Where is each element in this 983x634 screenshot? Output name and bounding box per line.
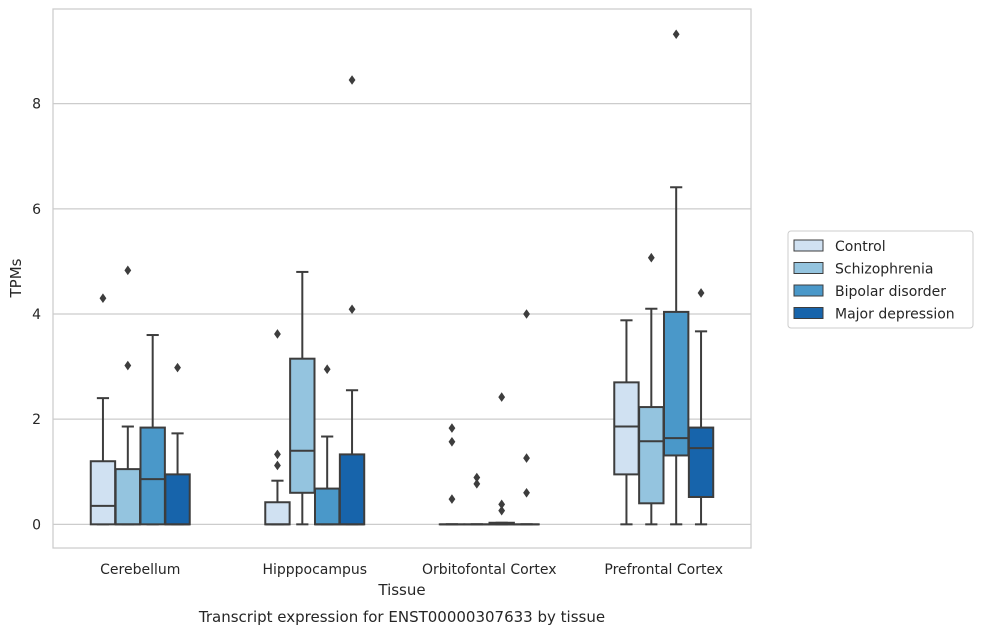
legend-frame xyxy=(787,230,974,329)
flier-0-1-1 xyxy=(124,265,132,276)
box-2-1 xyxy=(463,472,491,526)
legend-label-1: Schizophrenia xyxy=(835,262,933,278)
box-body-0-0 xyxy=(89,460,117,526)
legend-swatch-1 xyxy=(793,262,824,274)
box-body-0-3 xyxy=(164,473,191,526)
box-body-1-1 xyxy=(289,357,316,494)
flier-2-2-0 xyxy=(498,505,506,516)
flier-2-1-0 xyxy=(473,479,481,489)
flier-3-3-0 xyxy=(697,288,705,298)
box-0-0 xyxy=(89,293,117,526)
box-0-3 xyxy=(164,362,191,526)
flier-2-0-1 xyxy=(448,436,456,447)
flier-0-1-0 xyxy=(124,360,132,371)
legend-swatch-3 xyxy=(793,307,824,319)
box-1-2 xyxy=(313,364,341,526)
x-tick-label-2: Orbitofontal Cortex xyxy=(422,562,557,578)
y-tick-label-3: 6 xyxy=(32,202,41,218)
x-tick-label-1: Hipppocampus xyxy=(262,562,367,578)
box-2-0 xyxy=(438,423,466,526)
box-3-2 xyxy=(662,29,690,526)
box-body-3-2 xyxy=(662,310,690,457)
y-tick-label-0: 0 xyxy=(32,517,41,533)
flier-2-2-1 xyxy=(498,499,506,510)
flier-1-2-0 xyxy=(323,364,331,375)
legend-label-3: Major depression xyxy=(835,307,955,323)
legend-swatch-0 xyxy=(793,239,824,252)
flier-1-0-1 xyxy=(274,449,281,460)
box-2-2 xyxy=(488,392,515,526)
flier-3-2-0 xyxy=(672,29,680,40)
flier-2-0-2 xyxy=(448,423,456,433)
box-body-1-2 xyxy=(313,487,341,526)
y-axis-label: TPMs xyxy=(7,258,25,298)
box-body-1-0 xyxy=(264,501,291,526)
flier-0-3-0 xyxy=(174,362,181,373)
box-3-3 xyxy=(687,288,715,526)
flier-2-2-2 xyxy=(498,392,506,402)
box-1-0 xyxy=(264,329,291,526)
box-0-1 xyxy=(114,265,142,526)
box-0-2 xyxy=(139,334,166,526)
flier-3-1-0 xyxy=(647,252,655,263)
box-1-1 xyxy=(289,270,316,526)
x-tick-label-3: Prefrontal Cortex xyxy=(604,562,723,578)
flier-1-0-2 xyxy=(274,329,281,339)
flier-2-3-2 xyxy=(523,309,530,319)
legend-label-2: Bipolar disorder xyxy=(835,284,946,300)
box-body-3-1 xyxy=(638,406,665,505)
y-tick-label-1: 2 xyxy=(32,412,41,428)
y-tick-label-4: 8 xyxy=(32,97,41,113)
flier-2-3-1 xyxy=(523,453,530,463)
legend-swatch-2 xyxy=(793,284,824,297)
box-3-1 xyxy=(638,252,665,526)
plot-frame xyxy=(52,8,752,549)
chart-caption: Transcript expression for ENST0000030763… xyxy=(198,608,605,626)
box-1-3 xyxy=(338,75,366,526)
x-axis-label: Tissue xyxy=(377,581,425,599)
legend: Control Schizophrenia Bipolar disorder Majo… xyxy=(787,230,974,329)
y-tick-label-2: 4 xyxy=(32,307,41,323)
box-3-0 xyxy=(613,319,640,526)
ticks-layer: 0 2 4 6 8 Cerebellum Hipppocampus Orbitofontal … xyxy=(32,97,723,578)
flier-2-0-0 xyxy=(448,494,456,504)
box-body-1-3 xyxy=(338,453,366,526)
box-2-3 xyxy=(513,309,540,526)
box-body-3-0 xyxy=(613,381,640,476)
flier-1-3-1 xyxy=(348,75,356,85)
box-body-0-1 xyxy=(114,468,142,526)
legend-label-0: Control xyxy=(835,239,886,255)
boxes-layer xyxy=(89,29,715,526)
x-tick-label-0: Cerebellum xyxy=(100,562,180,578)
flier-1-0-0 xyxy=(274,460,281,471)
flier-2-3-0 xyxy=(523,487,530,498)
box-body-0-2 xyxy=(139,426,166,526)
flier-0-0-0 xyxy=(99,293,107,304)
flier-2-1-1 xyxy=(473,472,481,483)
flier-1-3-0 xyxy=(348,304,356,315)
box-body-3-3 xyxy=(687,426,715,498)
